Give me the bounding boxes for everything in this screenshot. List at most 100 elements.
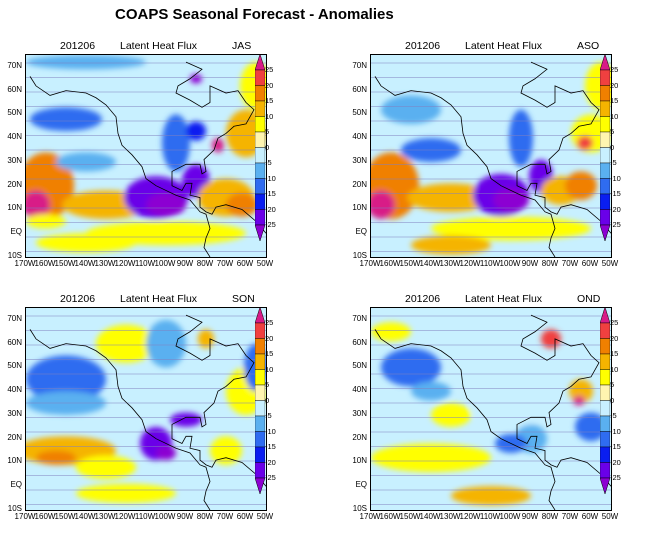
lat-label: 10S [352, 251, 367, 260]
lon-label: 170W [14, 512, 36, 521]
anomaly-region [76, 483, 176, 503]
lon-label: 120W [459, 512, 481, 521]
colorbar-bin [600, 338, 610, 355]
colorbar-bin [255, 193, 265, 210]
colorbar-bin [255, 462, 265, 479]
lat-label: 10S [7, 251, 22, 260]
colorbar-label: 25 [610, 65, 619, 74]
lat-label: 50N [352, 361, 367, 371]
lon-label: 160W [379, 512, 401, 521]
colorbar-bin [600, 147, 610, 164]
lat-label: 30N [352, 155, 367, 165]
lon-label: 80W [541, 259, 559, 268]
lat-label: 20N [7, 432, 22, 442]
lon-label: 100W [499, 512, 521, 521]
colorbar-bin [255, 415, 265, 432]
colorbar-bin [600, 116, 610, 133]
colorbar-label: -20 [265, 204, 276, 214]
colorbar-bin [255, 209, 265, 226]
anomaly-region [96, 324, 156, 363]
lon-label: 50W [256, 512, 274, 521]
anomaly-region [407, 183, 495, 212]
map-panel-ond: 201206 Latent Heat Flux OND 70N 60N 50N 40N 3… [345, 293, 652, 543]
colorbar-label: 15 [610, 349, 619, 358]
colorbar-label: 10 [610, 364, 619, 374]
colorbar-label: 15 [265, 349, 274, 358]
coastline [516, 314, 611, 487]
colorbar-bin [600, 446, 610, 463]
anomaly-region [26, 55, 146, 70]
anomaly-region [56, 152, 116, 172]
anomaly-region [30, 107, 102, 132]
colorbar-min-arrow [255, 224, 265, 242]
lon-label: 150W [399, 259, 421, 268]
lon-label: 120W [114, 259, 136, 268]
lon-label: 150W [54, 512, 76, 521]
colorbar-bin [600, 100, 610, 117]
colorbar-bin [255, 322, 265, 339]
colorbar-label: -20 [610, 457, 621, 467]
anomaly-region [411, 235, 491, 255]
colorbar-label: 0 [610, 142, 615, 152]
lat-label: 10N [7, 203, 22, 213]
lat-label: 40N [7, 132, 22, 142]
lat-label: 50N [7, 108, 22, 118]
lon-label: 80W [196, 259, 214, 268]
lat-label: 60N [7, 84, 22, 94]
lat-label: 60N [7, 337, 22, 347]
lon-label: 160W [379, 259, 401, 268]
colorbar-bin [600, 131, 610, 148]
colorbar-bin [600, 209, 610, 226]
lat-label: 10N [352, 203, 367, 213]
colorbar-label: -5 [265, 158, 272, 167]
colorbar-bin [255, 85, 265, 102]
lon-label: 90W [176, 512, 194, 521]
lon-label: 170W [359, 259, 381, 268]
colorbar [600, 307, 610, 495]
lon-label: 140W [419, 512, 441, 521]
colorbar-max-arrow [600, 307, 610, 324]
colorbar-label: -10 [265, 426, 276, 436]
colorbar-max-arrow [255, 307, 265, 324]
lon-label: 80W [196, 512, 214, 521]
lat-label: 20N [352, 179, 367, 189]
colorbar-max-arrow [255, 54, 265, 71]
anomaly-region [569, 379, 593, 404]
lon-label: 50W [256, 259, 274, 268]
lat-label: 70N [352, 313, 367, 323]
map-panel-aso: 201206 Latent Heat Flux ASO 70N 60N 50N 40N 3… [345, 40, 652, 290]
colorbar-bin [600, 431, 610, 448]
colorbar-bin [255, 116, 265, 133]
colorbar-label: 0 [265, 395, 270, 405]
colorbar-bin [255, 178, 265, 195]
anomaly-region [186, 121, 206, 141]
coastline [171, 314, 266, 487]
map-panel-jas: 201206 Latent Heat Flux JAS 70N 60N 50N 40N 3… [0, 40, 320, 290]
lon-label: 150W [54, 259, 76, 268]
lon-label: 120W [459, 259, 481, 268]
colorbar [255, 54, 265, 242]
lon-label: 130W [94, 512, 116, 521]
panel-date: 201206 [60, 40, 96, 52]
lon-label: 130W [94, 259, 116, 268]
colorbar-bin [255, 446, 265, 463]
lat-label: 30N [7, 408, 22, 418]
coastline [29, 329, 211, 510]
anomaly-region [226, 192, 258, 217]
lon-label: 70W [561, 512, 579, 521]
lon-label: 130W [439, 512, 461, 521]
anomaly-region [198, 329, 214, 349]
lon-label: 60W [236, 259, 254, 268]
colorbar-label: -10 [610, 426, 621, 436]
lat-label: 60N [352, 337, 367, 347]
lon-label: 170W [14, 259, 36, 268]
colorbar-label: -15 [265, 189, 276, 198]
colorbar-label: 5 [265, 380, 270, 389]
lat-label: 10S [352, 504, 367, 513]
lon-label: 130W [439, 259, 461, 268]
lon-label: 70W [216, 259, 234, 268]
coastline [29, 76, 211, 257]
anomaly-region [451, 486, 531, 506]
colorbar-label: 0 [610, 395, 615, 405]
lon-label: 60W [581, 512, 599, 521]
